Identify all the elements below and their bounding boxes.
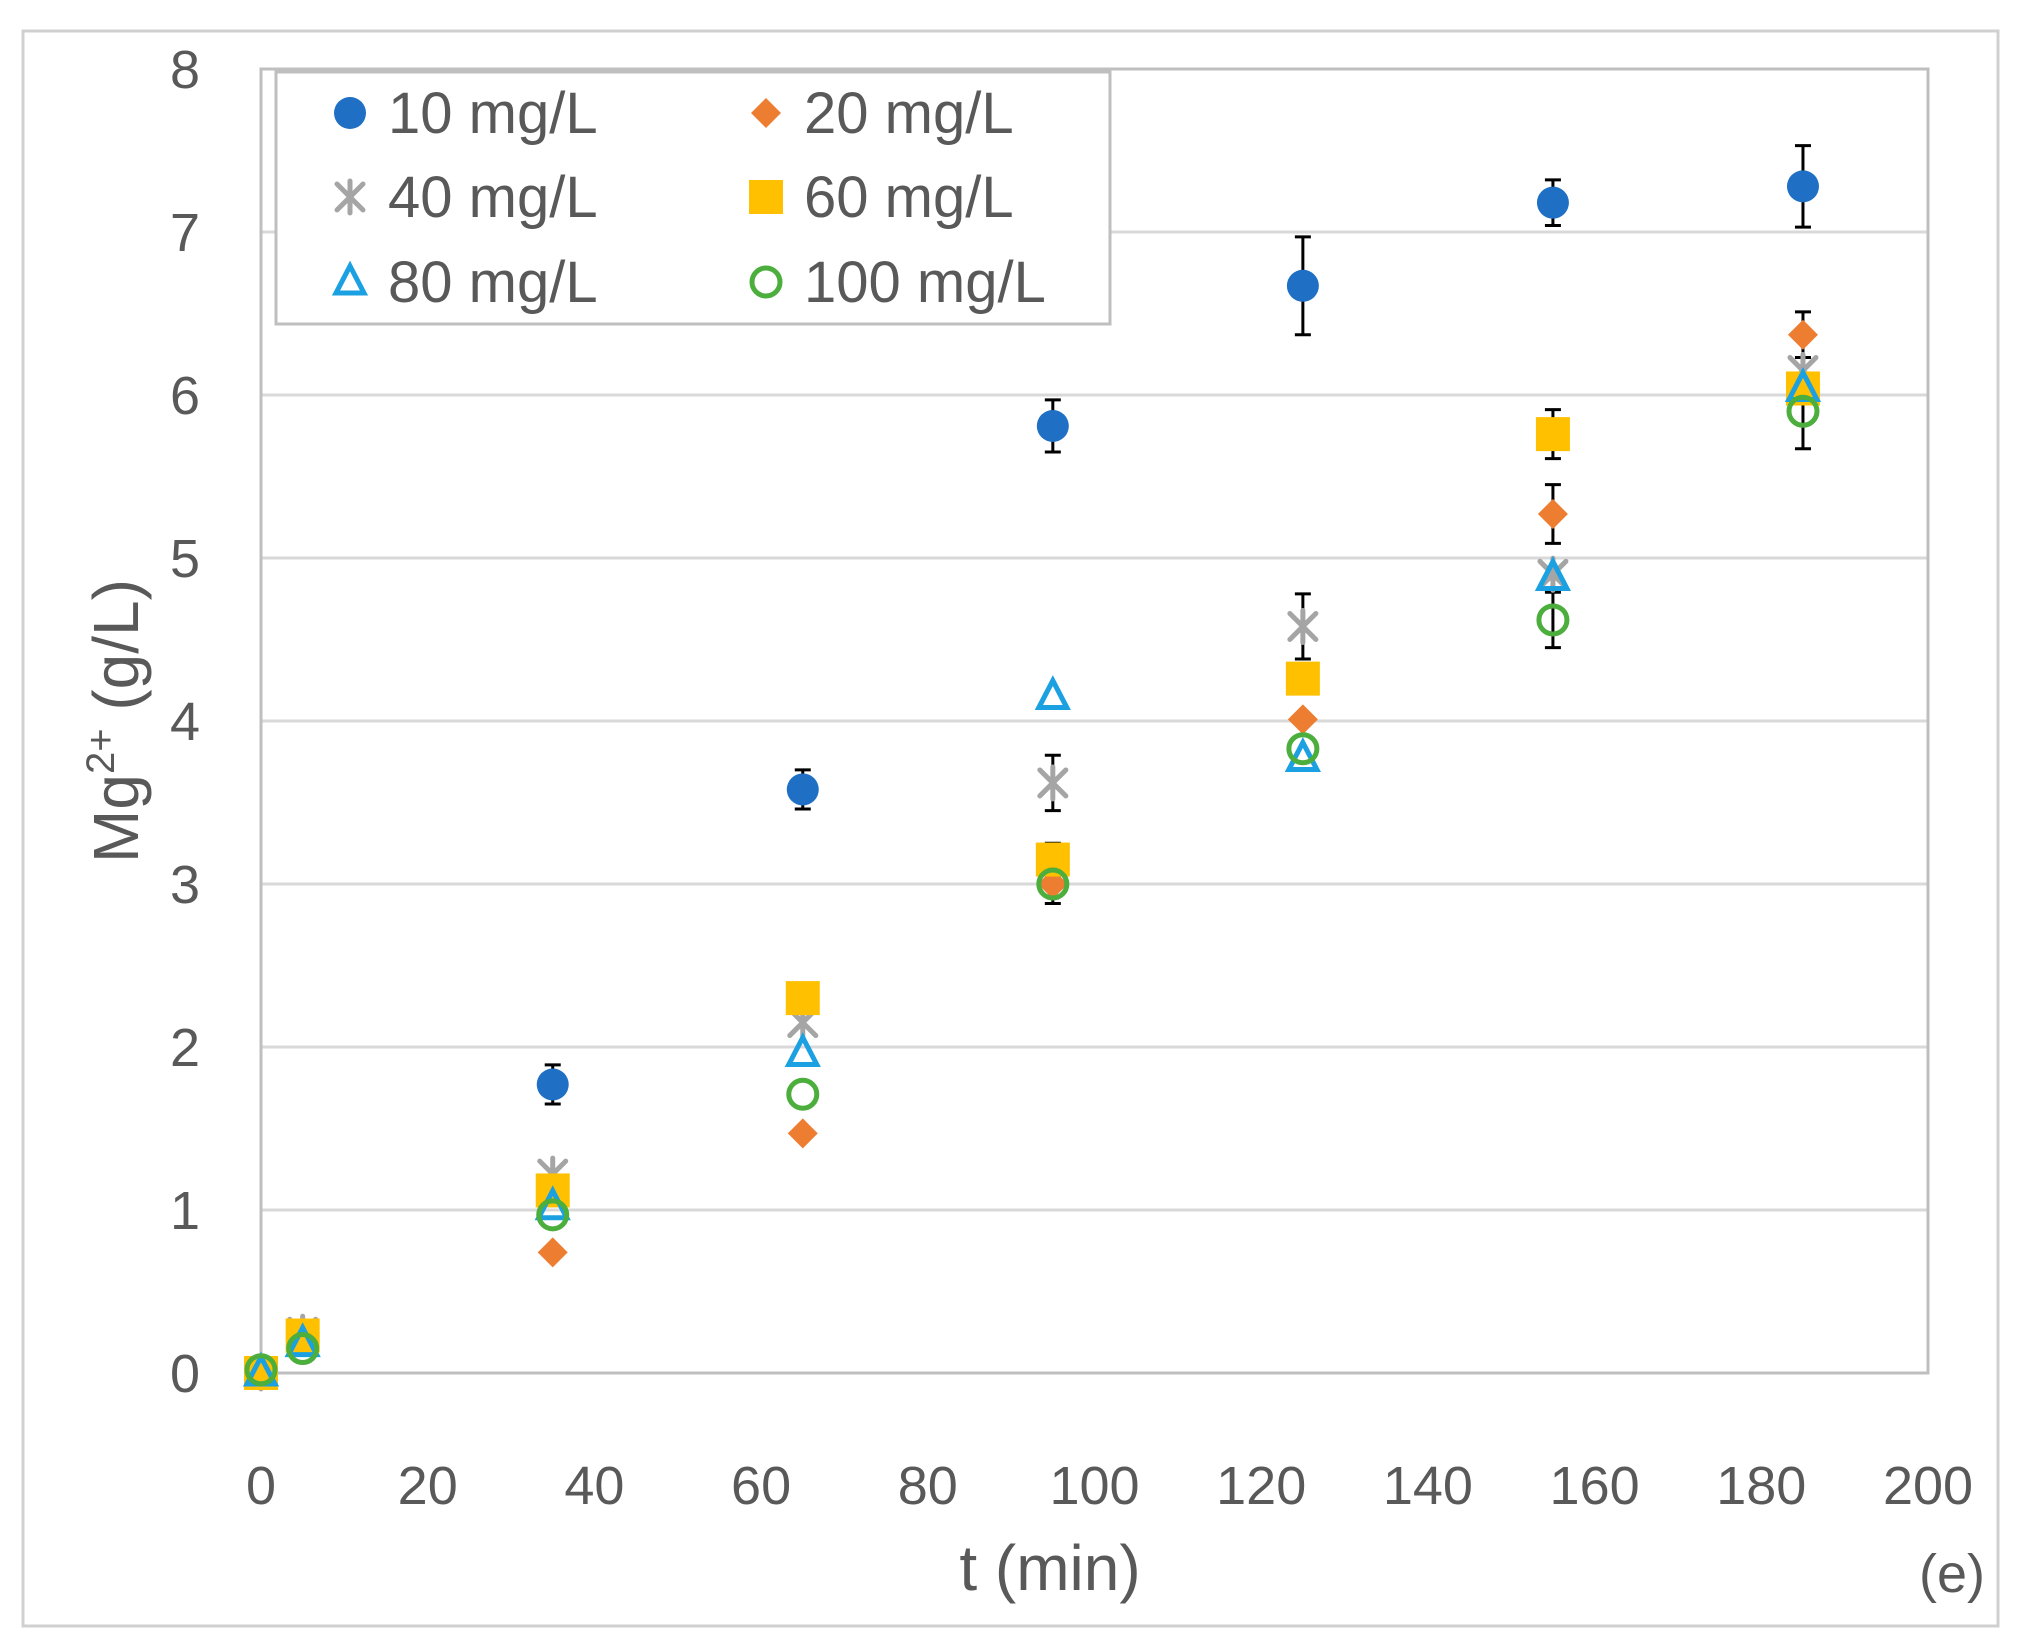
y-tick-label: 6 xyxy=(170,366,200,426)
data-point-60-mg-l xyxy=(1535,417,1570,452)
data-point-100-mg-l xyxy=(286,1332,320,1366)
data-point-100-mg-l xyxy=(244,1353,278,1387)
x-tick-label: 160 xyxy=(1550,1456,1640,1516)
data-point-10-mg-l xyxy=(1286,269,1319,302)
legend-marker-60-mg-l xyxy=(749,180,783,214)
data-point-100-mg-l xyxy=(536,1198,570,1232)
y-tick-label: 8 xyxy=(170,40,200,100)
legend-label-100-mg-l: 100 mg/L xyxy=(804,250,1046,315)
data-point-10-mg-l xyxy=(536,1068,569,1101)
data-point-20-mg-l xyxy=(787,1118,818,1149)
y-tick-label: 1 xyxy=(170,1181,200,1241)
data-point-10-mg-l xyxy=(1786,170,1819,203)
y-axis-title-base: Mg xyxy=(80,774,152,863)
legend-label-20-mg-l: 20 mg/L xyxy=(804,81,1014,146)
data-point-80-mg-l xyxy=(1034,675,1071,711)
x-tick-label: 180 xyxy=(1716,1456,1806,1516)
y-tick-label: 0 xyxy=(170,1344,200,1404)
data-point-20-mg-l xyxy=(537,1237,568,1268)
legend-entry-20-mg-l: 20 mg/L xyxy=(751,81,1014,146)
x-tick-label: 120 xyxy=(1216,1456,1306,1516)
legend-marker-20-mg-l xyxy=(751,98,781,128)
y-axis-title-superscript: 2+ xyxy=(79,728,123,774)
y-tick-label: 7 xyxy=(170,203,200,263)
legend-label-10-mg-l: 10 mg/L xyxy=(388,81,598,146)
data-point-10-mg-l xyxy=(1536,186,1569,219)
x-tick-label: 140 xyxy=(1383,1456,1473,1516)
y-tick-label: 5 xyxy=(170,529,200,589)
data-point-20-mg-l xyxy=(1287,704,1318,735)
panel-label: (e) xyxy=(1919,1544,1985,1604)
data-point-20-mg-l xyxy=(1537,498,1568,529)
data-point-80-mg-l xyxy=(784,1032,821,1068)
legend-marker-100-mg-l xyxy=(749,265,783,299)
data-point-80-mg-l xyxy=(1534,556,1572,592)
legend-entry-100-mg-l: 100 mg/L xyxy=(749,250,1046,315)
data-point-80-mg-l xyxy=(284,1322,321,1358)
y-axis-title: Mg2+ (g/L) xyxy=(79,579,152,863)
x-axis-title: t (min) xyxy=(959,1532,1140,1604)
legend-label-80-mg-l: 80 mg/L xyxy=(388,250,598,315)
x-tick-label: 100 xyxy=(1049,1456,1139,1516)
data-point-10-mg-l xyxy=(786,773,819,806)
legend-label-40-mg-l: 40 mg/L xyxy=(388,165,598,230)
legend-entry-80-mg-l: 80 mg/L xyxy=(331,250,598,315)
y-tick-label: 4 xyxy=(170,692,200,752)
legend-entries: 10 mg/L 20 mg/L 40 mg/L 60 mg/L 80 mg/L 100 m… xyxy=(331,81,1046,315)
data-point-60-mg-l xyxy=(1285,661,1320,696)
data-point-40-mg-l xyxy=(1287,607,1319,645)
legend-entry-60-mg-l: 60 mg/L xyxy=(749,165,1014,230)
legend-marker-10-mg-l xyxy=(334,97,366,129)
legend-entry-10-mg-l: 10 mg/L xyxy=(334,81,598,146)
legend: 10 mg/L 20 mg/L 40 mg/L 60 mg/L 80 mg/L 100 m… xyxy=(274,70,1112,326)
data-point-60-mg-l xyxy=(785,981,820,1016)
data-point-100-mg-l xyxy=(1286,732,1320,766)
y-tick-label: 2 xyxy=(170,1018,200,1078)
data-markers xyxy=(242,170,1822,1392)
y-tick-label: 3 xyxy=(170,855,200,915)
x-tick-label: 60 xyxy=(731,1456,791,1516)
x-tick-label: 200 xyxy=(1883,1456,1973,1516)
legend-label-60-mg-l: 60 mg/L xyxy=(804,165,1014,230)
data-point-100-mg-l xyxy=(1036,867,1070,901)
data-point-40-mg-l xyxy=(1037,764,1069,802)
x-tick-label: 40 xyxy=(564,1456,624,1516)
data-point-100-mg-l xyxy=(1786,394,1820,428)
x-tick-label: 20 xyxy=(398,1456,458,1516)
x-tick-label: 80 xyxy=(898,1456,958,1516)
legend-marker-80-mg-l xyxy=(331,260,369,296)
y-axis-title-unit: (g/L) xyxy=(80,579,152,728)
data-point-10-mg-l xyxy=(1036,409,1069,442)
x-tick-label: 0 xyxy=(246,1456,276,1516)
legend-marker-40-mg-l xyxy=(334,178,366,216)
legend-entry-40-mg-l: 40 mg/L xyxy=(334,165,598,230)
data-point-100-mg-l xyxy=(786,1077,820,1111)
legend-box xyxy=(274,70,1112,326)
data-point-20-mg-l xyxy=(1787,319,1818,350)
plot-area-frame xyxy=(259,67,1930,1375)
data-point-100-mg-l xyxy=(1536,603,1570,637)
data-point-80-mg-l xyxy=(1284,737,1321,772)
